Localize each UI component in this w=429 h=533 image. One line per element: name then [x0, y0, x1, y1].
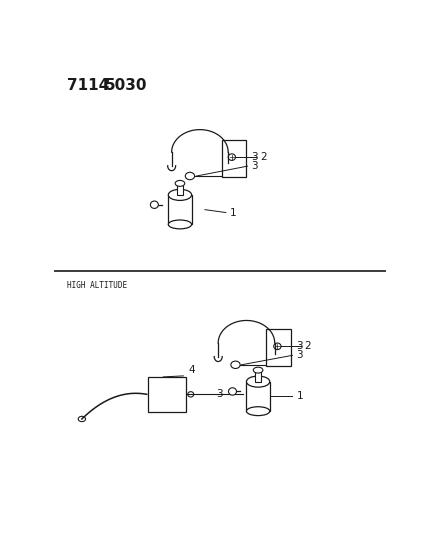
Ellipse shape [253, 367, 263, 373]
Ellipse shape [168, 220, 192, 229]
Text: 1: 1 [296, 391, 303, 401]
Bar [221, 140, 246, 177]
Ellipse shape [175, 181, 185, 187]
Text: 1: 1 [230, 207, 236, 217]
Text: HIGH ALTITUDE: HIGH ALTITUDE [67, 281, 127, 290]
Text: 3: 3 [296, 341, 303, 351]
Ellipse shape [168, 189, 192, 200]
Text: 2: 2 [305, 341, 311, 351]
Text: 7114: 7114 [67, 78, 109, 93]
Ellipse shape [246, 376, 270, 387]
Text: 4: 4 [188, 365, 195, 375]
Bar [266, 329, 291, 366]
Bar [148, 377, 186, 412]
Text: 3: 3 [217, 389, 223, 399]
Text: 3: 3 [296, 350, 303, 360]
Ellipse shape [246, 407, 270, 416]
Bar [246, 382, 270, 411]
Text: 3: 3 [251, 152, 258, 162]
Ellipse shape [78, 416, 85, 422]
Text: 3: 3 [251, 161, 258, 171]
Bar [255, 370, 261, 382]
Bar [177, 183, 183, 195]
Bar [168, 195, 192, 224]
Ellipse shape [151, 201, 158, 208]
Ellipse shape [188, 392, 194, 397]
Text: 2: 2 [260, 152, 266, 162]
Ellipse shape [229, 388, 236, 395]
Text: 5030: 5030 [105, 78, 148, 93]
